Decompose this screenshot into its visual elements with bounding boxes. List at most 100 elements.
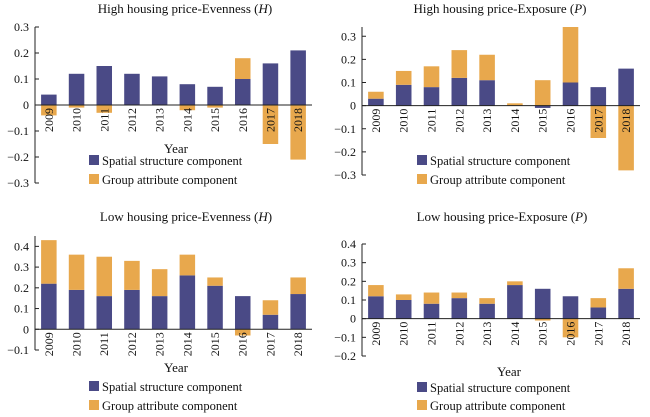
bar-group-2012 [451, 292, 468, 299]
legend-label-group: Group attribute component [102, 399, 238, 413]
legend-swatch-spatial [417, 382, 427, 392]
bar-spatial-2009 [41, 94, 57, 105]
bar-group-2011 [423, 292, 440, 304]
x-tick-label-2010: 2010 [70, 108, 84, 132]
x-tick-label-2009: 2009 [369, 322, 383, 346]
legend: Spatial structure component Group attribu… [417, 381, 571, 413]
bar-group-2014 [179, 105, 196, 111]
bar-spatial-2010 [395, 84, 412, 106]
x-tick-label-2011: 2011 [425, 109, 439, 133]
bar-group-2013 [151, 269, 168, 297]
legend-label-spatial: Spatial structure component [102, 380, 243, 394]
y-tick-label: 0.4 [341, 237, 356, 251]
legend-label-group: Group attribute component [102, 173, 238, 187]
bar-spatial-2014 [179, 84, 196, 105]
legend-label-group: Group attribute component [430, 399, 566, 413]
bar-spatial-2010 [68, 73, 85, 105]
y-tick-label: −0.2 [334, 145, 356, 159]
chart-title: Low housing price-Evenness (H) [100, 209, 272, 224]
bar-spatial-2009 [368, 98, 384, 106]
legend-swatch-group [417, 174, 427, 184]
bar-group-2017 [262, 300, 279, 315]
y-tick-label: 0 [350, 312, 356, 326]
chart-title: High housing price-Evenness (H) [98, 1, 272, 16]
bar-spatial-2016 [562, 82, 579, 106]
bar-spatial-2016 [562, 296, 579, 319]
bar-spatial-2013 [151, 76, 168, 105]
bar-spatial-2013 [479, 303, 495, 319]
bar-spatial-2017 [262, 63, 279, 105]
bar-group-2010 [68, 254, 85, 290]
y-tick-label: −0.1 [334, 122, 356, 136]
y-tick-label: −0.1 [334, 330, 356, 344]
chart-title-variable: H [257, 209, 268, 224]
bar-spatial-2010 [395, 300, 412, 319]
bar-group-2015 [207, 105, 223, 108]
legend: Spatial structure component Group attribu… [89, 154, 243, 187]
bar-spatial-2012 [124, 73, 140, 105]
x-tick-label-2009: 2009 [369, 109, 383, 133]
bar-spatial-2018 [290, 50, 306, 105]
bar-group-2016 [562, 27, 579, 83]
chart-title-suffix: ) [268, 1, 272, 16]
x-tick-label-2016: 2016 [236, 332, 250, 356]
bar-spatial-2013 [479, 80, 495, 106]
x-tick-label-2010: 2010 [397, 322, 411, 346]
chart-title-suffix: ) [268, 209, 272, 224]
y-tick-label: 0.1 [341, 76, 356, 90]
x-tick-label-2016: 2016 [564, 322, 578, 346]
chart-title-suffix: ) [583, 209, 587, 224]
bar-group-2016 [234, 329, 251, 336]
bar-spatial-2015 [534, 105, 551, 108]
bar-spatial-2018 [618, 288, 634, 319]
bar-group-2011 [96, 256, 113, 297]
bar-group-2013 [479, 54, 495, 81]
x-tick-label-2009: 2009 [42, 108, 56, 132]
chart-panel-3: Low housing price-Evenness (H) 0.4 0.3 0.2 0… [7, 209, 312, 413]
bar-group-2009 [41, 240, 57, 284]
x-tick-label-2015: 2015 [536, 322, 550, 346]
x-axis-label: Year [164, 360, 189, 375]
bar-spatial-2011 [96, 296, 113, 330]
chart-panel-1: High housing price-Evenness (H) 0.3 0.2 0.1… [7, 1, 312, 190]
bar-spatial-2012 [124, 289, 140, 330]
bar-group-2015 [534, 80, 551, 106]
bar-group-2018 [618, 105, 634, 171]
chart-title-variable: P [573, 1, 582, 16]
bar-spatial-2015 [207, 285, 223, 330]
y-tick-label: −0.3 [334, 168, 356, 182]
x-axis-label: Year [497, 364, 522, 379]
x-axis-label: Year [164, 141, 189, 156]
bar-spatial-2012 [451, 298, 468, 319]
bar-group-2018 [290, 105, 306, 160]
bar-group-2009 [41, 105, 57, 116]
legend: Spatial structure component Group attribu… [417, 154, 571, 187]
bar-spatial-2009 [41, 283, 57, 330]
x-tick-label-2010: 2010 [397, 109, 411, 133]
bar-group-2011 [96, 105, 113, 113]
bar-group-2012 [124, 260, 140, 290]
x-tick-label-2014: 2014 [508, 322, 522, 346]
x-tick-label-2017: 2017 [263, 332, 277, 356]
bar-spatial-2012 [451, 77, 468, 106]
x-tick-label-2013: 2013 [480, 322, 494, 346]
y-tick-label: 0.2 [14, 46, 29, 60]
bar-group-2010 [68, 105, 85, 108]
x-tick-label-2010: 2010 [70, 332, 84, 356]
bar-group-2015 [207, 277, 223, 286]
x-tick-label-2012: 2012 [452, 322, 466, 346]
bar-group-2017 [262, 105, 279, 144]
bar-group-2014 [507, 281, 523, 286]
bar-group-2014 [507, 103, 523, 106]
bar-spatial-2017 [590, 307, 607, 319]
bar-spatial-2009 [368, 296, 384, 319]
y-tick-label: −0.2 [334, 349, 356, 363]
x-tick-label-2017: 2017 [591, 322, 605, 346]
y-tick-label: 0.2 [341, 52, 356, 66]
y-tick-label: 0.3 [14, 260, 29, 274]
legend-swatch-group [417, 400, 427, 410]
legend: Spatial structure component Group attribu… [89, 380, 243, 413]
x-tick-label-2018: 2018 [619, 109, 633, 133]
bar-group-2016 [562, 318, 579, 338]
bar-group-2018 [618, 268, 634, 289]
